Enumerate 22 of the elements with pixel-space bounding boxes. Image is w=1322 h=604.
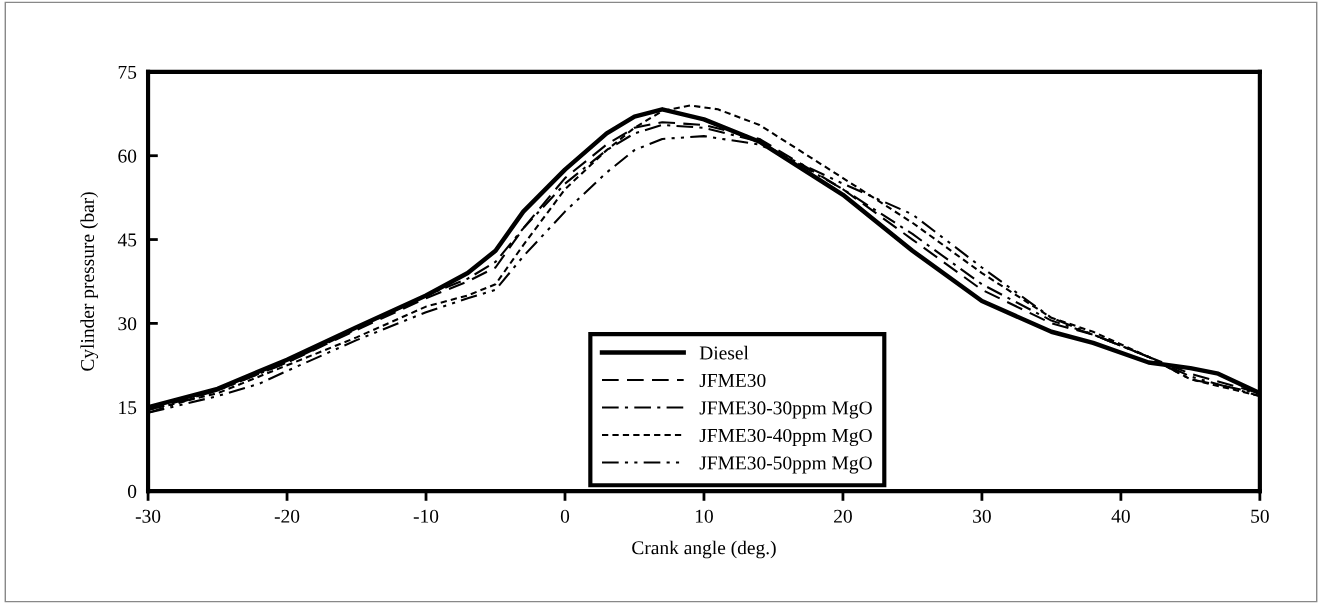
- y-tick-label: 30: [118, 317, 137, 331]
- legend-label: Diesel: [699, 345, 749, 360]
- legend-label: JFME30-30ppm MgO: [699, 401, 872, 419]
- x-tick-label: 50: [1251, 509, 1269, 523]
- x-tick-label: 0: [560, 509, 570, 523]
- legend-label: JFME30-50ppm MgO: [699, 456, 872, 474]
- y-tick-label: 15: [119, 401, 137, 415]
- x-tick-label: 40: [1111, 509, 1130, 523]
- x-tick-label: 30: [973, 509, 991, 523]
- y-tick-label: 60: [118, 149, 137, 163]
- x-tick-label: -20: [274, 509, 300, 523]
- y-tick-label: 45: [117, 233, 137, 247]
- legend-label: JFME30-40ppm MgO: [699, 428, 872, 447]
- x-axis-title: Crank angle (deg.): [632, 540, 776, 559]
- y-axis-title: Cylinder pressure (bar): [80, 192, 99, 371]
- y-tick-label: 0: [127, 484, 137, 498]
- y-tick-label: 75: [118, 65, 137, 79]
- x-tick-label: -30: [135, 509, 161, 523]
- legend-label: JFME30: [699, 373, 766, 388]
- x-tick-label: 10: [695, 509, 713, 523]
- x-tick-label: 20: [834, 509, 852, 523]
- x-tick-label: -10: [413, 509, 439, 523]
